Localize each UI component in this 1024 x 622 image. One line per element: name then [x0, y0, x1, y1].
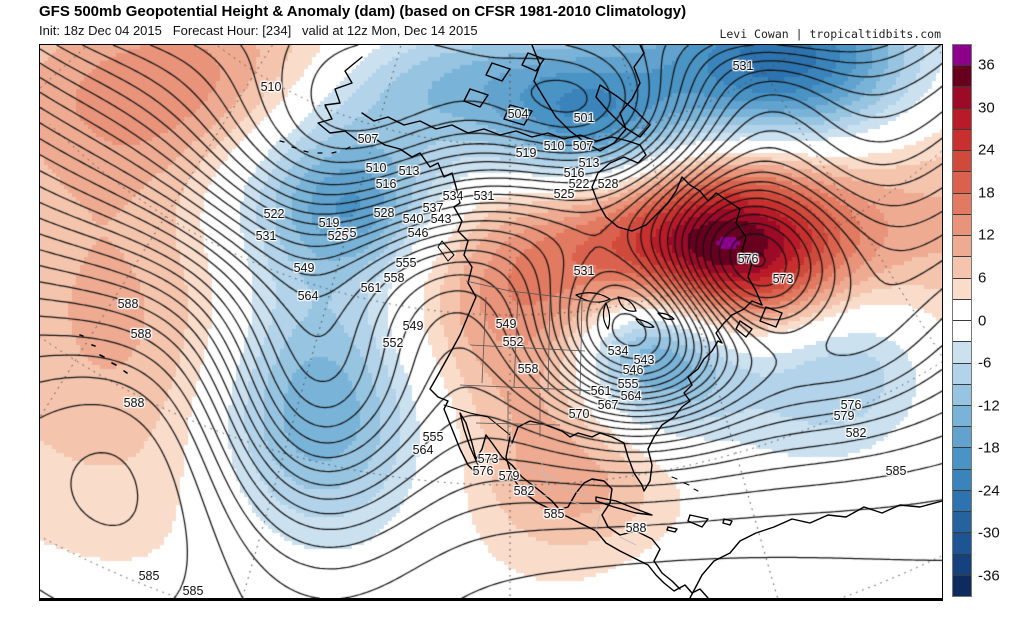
colorbar-cell	[953, 128, 971, 151]
colorbar-tick-label: -12	[978, 397, 1000, 415]
colorbar-tick-label: 30	[978, 99, 995, 117]
border-us-canada	[465, 280, 601, 304]
weather-map: 510 507 510 513 516 528 525 522 531 519 525 549 564 5…	[39, 44, 943, 601]
state-borders-west	[459, 292, 601, 441]
init-forecast-valid-line: Init: 18z Dec 04 2015 Forecast Hour: [23…	[39, 23, 478, 38]
coastline-gulf-east	[361, 112, 763, 492]
island-cuba	[595, 496, 653, 516]
coastline-greenland	[531, 45, 645, 152]
colorbar-cell	[953, 150, 971, 172]
colorbar-cell	[953, 213, 971, 236]
colorbar-cell	[953, 171, 971, 193]
colorbar-cell	[953, 404, 971, 427]
anomaly-shading-contours-canvas	[40, 45, 942, 598]
mexico-admin-borders-group	[509, 456, 637, 546]
colorbar-cell	[953, 447, 971, 469]
coastlines-overlay	[79, 45, 942, 598]
credit-line: Levi Cowan | tropicaltidbits.com	[719, 27, 941, 41]
colorbar-cell	[953, 489, 971, 512]
colorbar-cell	[953, 362, 971, 384]
colorbar-cell	[953, 86, 971, 108]
colorbar-cell	[953, 320, 971, 342]
colorbar	[952, 44, 972, 597]
islands-aleutians	[279, 140, 351, 154]
coastline-group	[79, 45, 942, 598]
colorbar-tick-label: 36	[978, 56, 995, 74]
coastline-south-america	[689, 500, 942, 598]
colorbar-tick-label: 6	[978, 269, 987, 287]
colorbar-tick-label: 24	[978, 141, 995, 159]
colorbar-tick-label: -24	[978, 482, 1000, 500]
colorbar-tick-label: 0	[978, 312, 987, 329]
colorbar-cell	[953, 192, 971, 214]
colorbar-cell	[953, 511, 971, 533]
colorbar-cell	[953, 65, 971, 87]
island-bahamas	[671, 476, 699, 492]
colorbar-cell	[953, 45, 971, 66]
border-us-mexico	[443, 404, 511, 436]
arctic-islands	[463, 52, 651, 138]
colorbar-cell	[953, 532, 971, 554]
island-vancouver	[437, 240, 455, 262]
colorbar-tick-label: -6	[978, 354, 992, 372]
colorbar-cell	[953, 341, 971, 363]
colorbar-tick-label: -36	[978, 567, 1000, 585]
colorbar-tick-label: 18	[978, 184, 995, 202]
colorbar-tick-label: 12	[978, 226, 995, 244]
colorbar-cell	[953, 574, 971, 597]
colorbar-cell	[953, 256, 971, 278]
colorbar-tick-label: -30	[978, 524, 1000, 542]
colorbar-cell	[953, 383, 971, 405]
colorbar-cell	[953, 426, 971, 448]
colorbar-cell	[953, 298, 971, 321]
islands-hawaii	[79, 334, 128, 374]
island-newfoundland	[735, 306, 783, 338]
coastline-east	[505, 436, 681, 590]
colorbar-labels: 36 30 24 18 12 6 0 -6 -12 -18 -24 -30 -36	[978, 44, 1022, 597]
page-title: GFS 500mb Geopotential Height & Anomaly …	[39, 3, 687, 20]
colorbar-tick-label: -18	[978, 439, 1000, 457]
state-borders-group	[459, 280, 601, 441]
colorbar-cell	[953, 235, 971, 257]
colorbar-cell	[953, 277, 971, 299]
island-hispaniola	[666, 514, 733, 533]
colorbar-cell	[953, 468, 971, 490]
colorbar-cell	[953, 107, 971, 129]
mexico-admin-borders	[509, 456, 637, 546]
great-lakes	[575, 292, 675, 330]
colorbar-cell	[953, 553, 971, 575]
coastline-west	[317, 56, 709, 598]
